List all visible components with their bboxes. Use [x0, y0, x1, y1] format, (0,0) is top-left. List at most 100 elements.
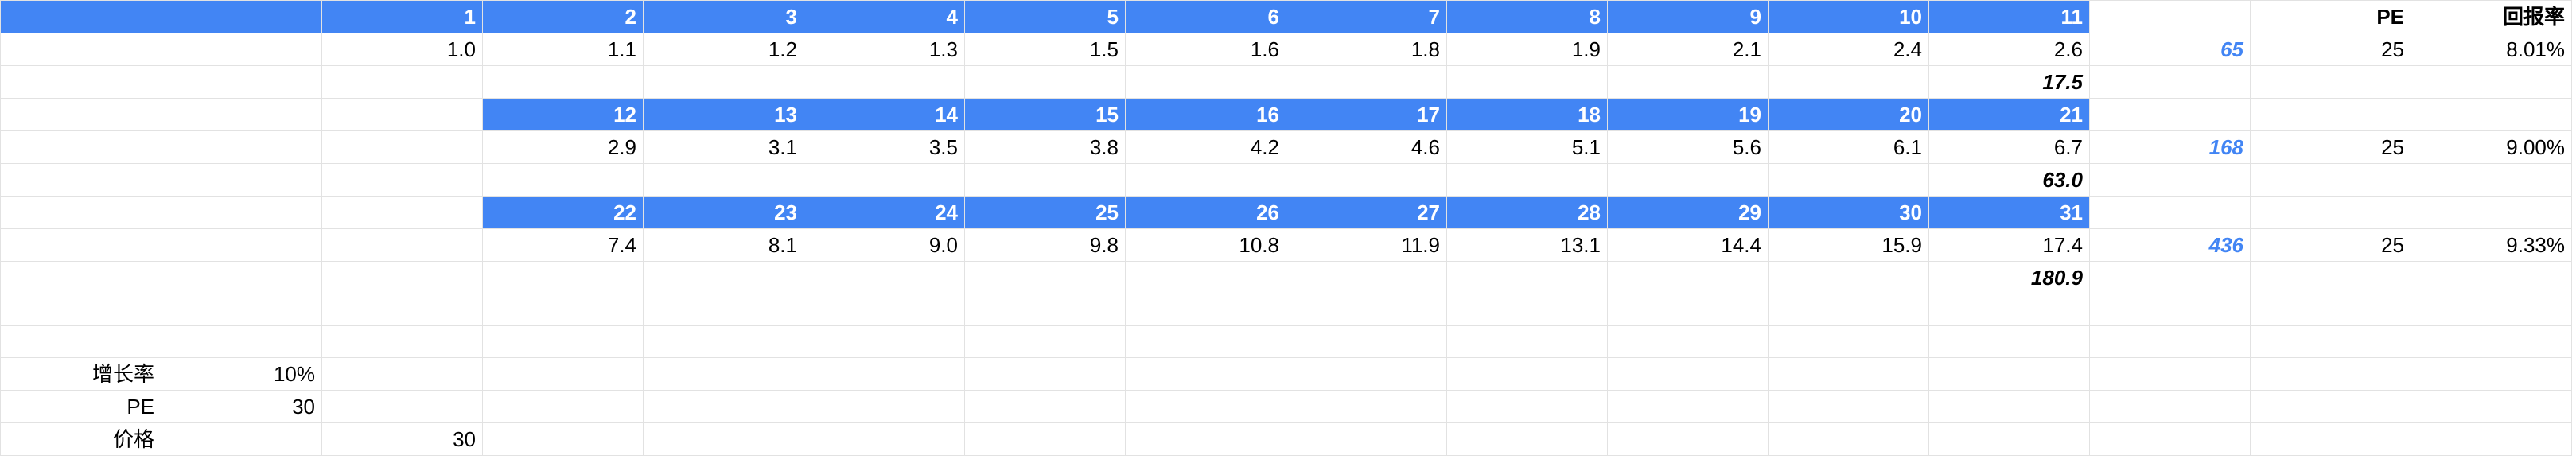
- cell[interactable]: [643, 65, 804, 99]
- value-cell[interactable]: 5.6: [1607, 130, 1769, 164]
- value-cell[interactable]: 3.5: [804, 130, 965, 164]
- pe-value-cell[interactable]: 30: [161, 390, 322, 423]
- year-header-cell[interactable]: 7: [1286, 0, 1447, 33]
- pe-cell[interactable]: 25: [2250, 130, 2411, 164]
- cell[interactable]: [0, 163, 161, 197]
- year-header-cell[interactable]: 23: [643, 196, 804, 229]
- cell[interactable]: [2250, 196, 2411, 229]
- cell[interactable]: [2089, 98, 2251, 131]
- cell[interactable]: [1446, 294, 1608, 326]
- cell[interactable]: [964, 294, 1126, 326]
- cell[interactable]: [1928, 422, 2090, 456]
- value-cell[interactable]: 10.8: [1125, 228, 1286, 262]
- cell[interactable]: [321, 196, 483, 229]
- cell[interactable]: [161, 228, 322, 262]
- cell[interactable]: [964, 261, 1126, 294]
- growth-label-cell[interactable]: 增长率: [0, 357, 161, 391]
- cell[interactable]: [161, 65, 322, 99]
- cell[interactable]: [161, 196, 322, 229]
- cell[interactable]: [0, 325, 161, 358]
- cell[interactable]: [482, 261, 644, 294]
- cell[interactable]: [804, 325, 965, 358]
- cell[interactable]: [804, 294, 965, 326]
- year-header-cell[interactable]: 2: [482, 0, 644, 33]
- cell[interactable]: [1768, 65, 1929, 99]
- value-cell[interactable]: 9.8: [964, 228, 1126, 262]
- pe-header-cell[interactable]: PE: [2250, 0, 2411, 33]
- cell[interactable]: [321, 294, 483, 326]
- year-header-cell[interactable]: 31: [1928, 196, 2090, 229]
- value-cell[interactable]: 7.4: [482, 228, 644, 262]
- cell[interactable]: [1446, 390, 1608, 423]
- cell[interactable]: [2089, 294, 2251, 326]
- return-rate-cell[interactable]: 8.01%: [2411, 33, 2572, 66]
- year-header-cell[interactable]: 3: [643, 0, 804, 33]
- year-header-cell[interactable]: 21: [1928, 98, 2090, 131]
- cell[interactable]: [482, 65, 644, 99]
- growth-value-cell[interactable]: 10%: [161, 357, 322, 391]
- year-header-cell[interactable]: 11: [1928, 0, 2090, 33]
- cell[interactable]: [1928, 294, 2090, 326]
- year-header-cell[interactable]: 5: [964, 0, 1126, 33]
- value-cell[interactable]: 3.1: [643, 130, 804, 164]
- value-cell[interactable]: 2.1: [1607, 33, 1769, 66]
- cell[interactable]: [1125, 325, 1286, 358]
- sum-cell[interactable]: 17.5: [1928, 65, 2090, 99]
- cell[interactable]: [161, 294, 322, 326]
- cell[interactable]: [804, 357, 965, 391]
- year-header-cell[interactable]: 8: [1446, 0, 1608, 33]
- cell[interactable]: [1125, 65, 1286, 99]
- value-cell[interactable]: 17.4: [1928, 228, 2090, 262]
- year-header-cell[interactable]: 19: [1607, 98, 1769, 131]
- cell[interactable]: [2089, 163, 2251, 197]
- cell[interactable]: [161, 325, 322, 358]
- cell[interactable]: [2411, 98, 2572, 131]
- cell[interactable]: [321, 163, 483, 197]
- cell[interactable]: [1768, 261, 1929, 294]
- cell[interactable]: [321, 98, 483, 131]
- year-header-cell[interactable]: 24: [804, 196, 965, 229]
- cell[interactable]: [1446, 163, 1608, 197]
- cell[interactable]: [964, 357, 1126, 391]
- cell[interactable]: [1125, 294, 1286, 326]
- cell[interactable]: [0, 98, 161, 131]
- sum-cell[interactable]: 63.0: [1928, 163, 2090, 197]
- value-cell[interactable]: 8.1: [643, 228, 804, 262]
- cell[interactable]: [1607, 294, 1769, 326]
- cell[interactable]: [1286, 163, 1447, 197]
- cell[interactable]: [2250, 98, 2411, 131]
- cell[interactable]: [482, 390, 644, 423]
- cell[interactable]: [1125, 163, 1286, 197]
- cell[interactable]: [161, 130, 322, 164]
- cell[interactable]: [643, 163, 804, 197]
- header-cell-blank[interactable]: [0, 0, 161, 33]
- cell[interactable]: [2250, 163, 2411, 197]
- cell[interactable]: [1768, 357, 1929, 391]
- return-rate-cell[interactable]: 9.00%: [2411, 130, 2572, 164]
- cell[interactable]: [964, 422, 1126, 456]
- year-header-cell[interactable]: 25: [964, 196, 1126, 229]
- cell[interactable]: [1125, 422, 1286, 456]
- cell[interactable]: [0, 294, 161, 326]
- cell[interactable]: [2089, 390, 2251, 423]
- cell[interactable]: [161, 33, 322, 66]
- cell[interactable]: [0, 228, 161, 262]
- cell[interactable]: [482, 357, 644, 391]
- cell[interactable]: [2250, 261, 2411, 294]
- cell[interactable]: [1286, 325, 1447, 358]
- year-header-cell[interactable]: 6: [1125, 0, 1286, 33]
- cell[interactable]: [161, 98, 322, 131]
- cell[interactable]: [804, 390, 965, 423]
- cell[interactable]: [2250, 294, 2411, 326]
- year-header-cell[interactable]: 15: [964, 98, 1126, 131]
- cell[interactable]: [643, 261, 804, 294]
- cell[interactable]: [2411, 357, 2572, 391]
- cell[interactable]: [2089, 261, 2251, 294]
- cell[interactable]: [2411, 325, 2572, 358]
- cell[interactable]: [643, 294, 804, 326]
- value-cell[interactable]: 9.0: [804, 228, 965, 262]
- pe-cell[interactable]: 25: [2250, 228, 2411, 262]
- year-header-cell[interactable]: 30: [1768, 196, 1929, 229]
- cell[interactable]: [321, 130, 483, 164]
- cell[interactable]: [2411, 196, 2572, 229]
